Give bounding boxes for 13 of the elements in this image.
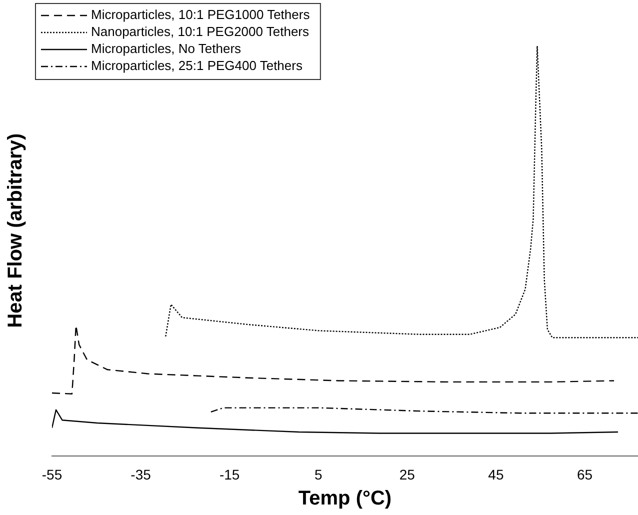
x-tick-label: 25 (399, 466, 416, 482)
legend-label: Microparticles, 25:1 PEG400 Tethers (91, 58, 303, 74)
legend-label: Microparticles, 10:1 PEG1000 Tethers (91, 7, 310, 22)
x-tick-label: -35 (130, 466, 152, 482)
x-tick-label: -15 (219, 466, 240, 482)
legend-label: Microparticles, No Tethers (91, 41, 242, 56)
x-axis-title: Temp (°C) (298, 488, 392, 510)
x-tick-label: 45 (488, 466, 504, 482)
x-tick-label: 5 (314, 466, 322, 482)
legend-label: Nanoparticles, 10:1 PEG2000 Tethers (91, 24, 310, 40)
x-tick-label: -55 (42, 466, 62, 482)
y-axis-title: Heat Flow (arbitrary) (4, 133, 27, 328)
x-tick-label: 65 (576, 466, 593, 482)
